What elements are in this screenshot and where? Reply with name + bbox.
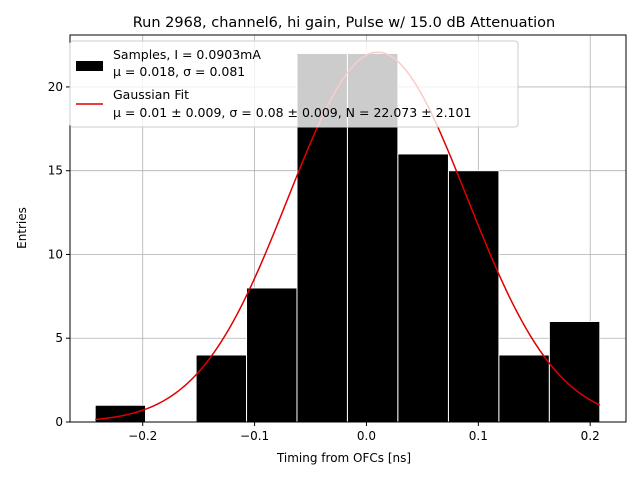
legend-fit-line1: Gaussian Fit (113, 87, 189, 102)
y-tick-label: 0 (55, 415, 63, 429)
legend-fit-line2: μ = 0.01 ± 0.009, σ = 0.08 ± 0.009, N = … (113, 105, 471, 120)
histogram-bar (447, 170, 500, 423)
histogram-bar (498, 354, 550, 423)
legend: Samples, I = 0.0903mA μ = 0.018, σ = 0.0… (69, 40, 519, 128)
x-tick-label: −0.2 (128, 429, 157, 443)
y-axis-label: Entries (15, 207, 29, 249)
x-axis-label: Timing from OFCs [ns] (276, 451, 411, 465)
x-tick-label: 0.0 (357, 429, 376, 443)
chart-title: Run 2968, channel6, hi gain, Pulse w/ 15… (133, 15, 556, 31)
y-tick-label: 10 (48, 247, 63, 261)
x-tick-label: −0.1 (240, 429, 269, 443)
histogram-bar (548, 320, 601, 423)
y-tick-label: 5 (55, 331, 63, 345)
histogram-bar (94, 404, 147, 423)
y-tick-label: 15 (48, 164, 63, 178)
histogram-bar (246, 287, 298, 423)
legend-histogram-swatch (76, 61, 103, 71)
y-tick-label: 20 (48, 80, 63, 94)
legend-histogram-line2: μ = 0.018, σ = 0.081 (113, 64, 245, 79)
x-tick-label: 0.2 (581, 429, 600, 443)
plot-frame (69, 34, 627, 423)
histogram-bar (397, 153, 449, 423)
ticks-layer: −0.2 −0.1 0.0 0.1 0.2 0 5 10 15 20 (48, 80, 600, 443)
x-tick-label: 0.1 (469, 429, 488, 443)
legend-box (69, 40, 519, 128)
legend-histogram-line1: Samples, I = 0.0903mA (113, 47, 261, 62)
